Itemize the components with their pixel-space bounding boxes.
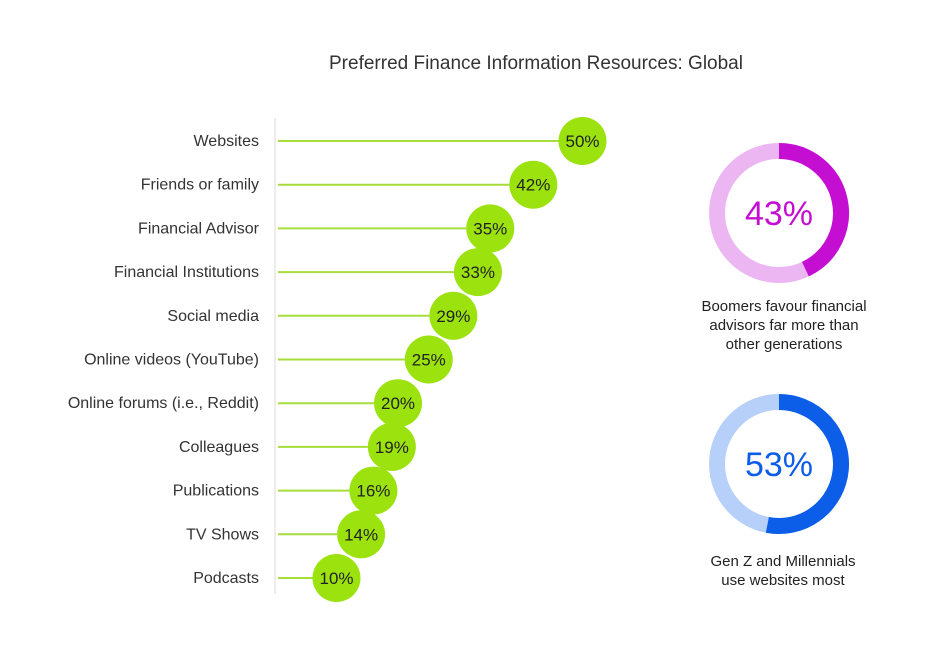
value-label: 19% (375, 438, 409, 457)
value-label: 20% (381, 394, 415, 413)
lollipop-dot (349, 466, 398, 515)
value-label: 29% (436, 307, 470, 326)
value-label: 42% (516, 176, 550, 195)
donut-boomers-caption-line-3: other generations (726, 336, 843, 353)
category-label: Friends or family (141, 177, 259, 194)
category-label: Websites (193, 133, 259, 150)
category-label: Online videos (YouTube) (84, 352, 259, 369)
donut-genz-caption-line-2: use websites most (721, 572, 845, 589)
category-label: Online forums (i.e., Reddit) (68, 395, 259, 412)
lollipop-dot (429, 291, 478, 340)
category-label: Publications (173, 483, 259, 500)
lollipop-dot (337, 510, 386, 559)
donut-genz: 53% Gen Z and Millennials use websites m… (709, 394, 856, 589)
lollipop-dot (453, 248, 502, 297)
lollipop-dot (558, 117, 607, 165)
chart-title: Preferred Finance Information Resources:… (329, 53, 743, 74)
value-label: 25% (412, 351, 446, 370)
lollipop-series: Websites 50% Friends or family 42% Financial… (68, 117, 607, 602)
value-label: 14% (344, 525, 378, 544)
value-label: 16% (356, 482, 390, 501)
value-label: 33% (461, 263, 495, 282)
donut-boomers-caption-line-1: Boomers favour financial (701, 298, 866, 315)
category-label: TV Shows (186, 526, 259, 543)
category-label: Financial Advisor (138, 220, 260, 237)
value-label: 50% (565, 132, 599, 151)
donut-boomers-arc (778, 143, 849, 277)
donut-genz-caption-line-1: Gen Z and Millennials (710, 553, 855, 570)
donut-genz-arc (765, 394, 849, 534)
value-label: 10% (319, 569, 353, 588)
category-label: Financial Institutions (114, 264, 259, 281)
donut-boomers: 43% Boomers favour financial advisors fa… (701, 143, 867, 353)
lollipop-dot (466, 204, 515, 253)
lollipop-dot (312, 554, 361, 602)
category-label: Social media (167, 308, 259, 325)
donut-genz-value: 53% (745, 446, 813, 484)
lollipop-dot (374, 379, 422, 428)
category-label: Colleagues (179, 439, 259, 456)
donut-boomers-value: 43% (745, 195, 813, 233)
lollipop-dot (367, 422, 416, 471)
lollipop-dot (404, 335, 453, 384)
lollipop-dot (509, 160, 558, 209)
donut-boomers-caption-line-2: advisors far more than (709, 317, 858, 334)
category-label: Podcasts (193, 570, 259, 587)
value-label: 35% (473, 219, 507, 238)
